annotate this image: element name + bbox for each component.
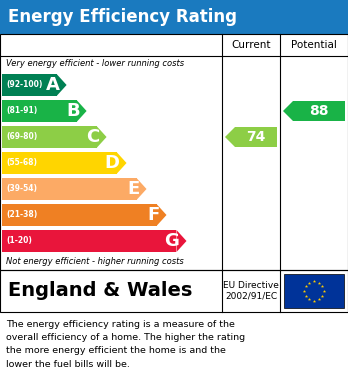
Text: 88: 88 <box>309 104 329 118</box>
Text: (55-68): (55-68) <box>6 158 37 167</box>
Polygon shape <box>96 126 106 148</box>
Bar <box>2 100 77 122</box>
Polygon shape <box>136 178 147 200</box>
Text: G: G <box>165 232 180 250</box>
Polygon shape <box>225 127 235 147</box>
Bar <box>0 0 348 34</box>
Bar <box>235 127 277 147</box>
Polygon shape <box>283 101 293 121</box>
Text: Energy Efficiency Rating: Energy Efficiency Rating <box>8 8 237 26</box>
Text: EU Directive
2002/91/EC: EU Directive 2002/91/EC <box>223 281 279 301</box>
Polygon shape <box>117 152 127 174</box>
Text: E: E <box>127 180 140 198</box>
Text: Not energy efficient - higher running costs: Not energy efficient - higher running co… <box>6 258 184 267</box>
Polygon shape <box>77 100 87 122</box>
Text: 74: 74 <box>246 130 266 144</box>
Text: (92-100): (92-100) <box>6 81 42 90</box>
Bar <box>0 270 348 312</box>
Bar <box>293 101 345 121</box>
Text: The energy efficiency rating is a measure of the
overall efficiency of a home. T: The energy efficiency rating is a measur… <box>6 320 245 369</box>
Text: England & Wales: England & Wales <box>8 282 192 301</box>
Polygon shape <box>57 74 66 96</box>
Bar <box>2 74 57 96</box>
Text: Current: Current <box>231 40 271 50</box>
Text: C: C <box>86 128 100 146</box>
Polygon shape <box>176 230 187 252</box>
Text: (21-38): (21-38) <box>6 210 37 219</box>
Text: F: F <box>147 206 159 224</box>
Text: Very energy efficient - lower running costs: Very energy efficient - lower running co… <box>6 59 184 68</box>
Bar <box>2 126 96 148</box>
Text: Potential: Potential <box>291 40 337 50</box>
Bar <box>0 34 348 270</box>
Text: (69-80): (69-80) <box>6 133 37 142</box>
Text: (39-54): (39-54) <box>6 185 37 194</box>
Text: (81-91): (81-91) <box>6 106 37 115</box>
Text: (1-20): (1-20) <box>6 237 32 246</box>
Bar <box>2 230 176 252</box>
Bar <box>2 178 136 200</box>
Text: D: D <box>104 154 120 172</box>
Polygon shape <box>157 204 166 226</box>
Text: B: B <box>66 102 80 120</box>
Bar <box>2 204 157 226</box>
Text: A: A <box>46 76 60 94</box>
Bar <box>284 274 344 308</box>
Bar <box>2 152 117 174</box>
